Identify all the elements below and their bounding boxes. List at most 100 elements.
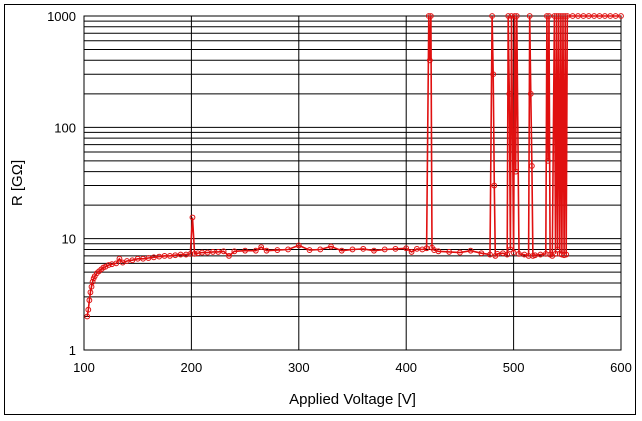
data-point <box>102 263 109 270</box>
data-point <box>113 260 120 267</box>
data-point <box>226 253 232 259</box>
data-point <box>145 255 152 261</box>
data-point <box>87 289 94 296</box>
data-point <box>478 250 485 257</box>
data-point <box>505 13 512 19</box>
data-point <box>591 13 598 19</box>
data-point <box>263 247 270 254</box>
data-point <box>507 246 514 253</box>
data-point <box>564 13 571 19</box>
data-point <box>596 13 603 19</box>
data-point <box>545 157 551 164</box>
data-point <box>381 246 388 253</box>
data-point <box>89 278 96 285</box>
y-tick-label: 1 <box>69 343 76 358</box>
data-point <box>575 13 581 19</box>
data-point <box>86 297 93 304</box>
data-point <box>134 255 141 262</box>
data-point <box>85 306 92 313</box>
data-point <box>512 168 519 175</box>
data-point <box>161 253 168 259</box>
data-point <box>543 13 550 19</box>
data-point <box>562 13 569 19</box>
data-point <box>516 250 522 257</box>
plot-area <box>83 15 622 351</box>
data-point <box>371 247 377 254</box>
y-tick-label: 1000 <box>47 9 76 24</box>
data-point <box>105 262 112 268</box>
data-point <box>487 251 493 258</box>
data-point <box>242 247 249 254</box>
data-point <box>209 249 216 255</box>
data-point <box>167 253 173 259</box>
data-point <box>285 246 291 253</box>
data-point <box>129 257 136 264</box>
y-ticks: 1 10 100 1000 <box>47 9 76 358</box>
data-point <box>513 13 520 19</box>
data-point <box>435 248 442 255</box>
y-axis-label: R [GΩ] <box>9 160 26 206</box>
grid <box>83 16 622 350</box>
x-tick-label: 500 <box>503 360 525 375</box>
data-point <box>494 250 501 257</box>
x-ticks: 100 200 300 400 500 600 <box>73 360 632 375</box>
x-tick-label: 100 <box>73 360 95 375</box>
data-point <box>528 163 535 169</box>
data-point <box>585 13 592 19</box>
data-point <box>306 247 313 253</box>
data-point <box>491 182 498 189</box>
data-point <box>612 13 619 19</box>
data-point <box>618 13 624 19</box>
data-point <box>546 13 552 19</box>
y-tick-label: 10 <box>62 232 76 247</box>
data-point <box>532 252 538 259</box>
data-point <box>360 245 367 252</box>
data-point <box>403 245 410 252</box>
data-point <box>537 251 544 258</box>
data-point <box>338 247 345 254</box>
data-point <box>526 13 533 19</box>
data-point <box>199 249 206 256</box>
data-point <box>172 252 179 259</box>
series-line <box>86 15 621 317</box>
data-point <box>414 245 420 252</box>
y-tick-label: 100 <box>54 120 76 135</box>
data-point <box>557 13 564 19</box>
data-point <box>506 90 513 97</box>
data-point <box>601 13 608 19</box>
data-point <box>392 245 399 252</box>
x-tick-label: 300 <box>288 360 310 375</box>
data-point <box>124 258 130 264</box>
data-point <box>553 13 560 19</box>
data-point <box>204 249 211 256</box>
data-point <box>140 255 146 262</box>
data-point <box>150 254 157 261</box>
data-point <box>191 250 198 257</box>
x-axis-label: Applied Voltage [V] <box>289 391 416 408</box>
data-point <box>187 250 194 257</box>
x-tick-label: 400 <box>395 360 417 375</box>
data-point <box>156 253 163 260</box>
data-point <box>490 71 497 78</box>
data-point <box>328 243 334 250</box>
data-point <box>563 251 570 258</box>
data-point <box>274 247 281 253</box>
data-point <box>560 13 566 19</box>
data-point <box>510 249 517 256</box>
data-point <box>425 13 432 19</box>
x-tick-label: 200 <box>181 360 203 375</box>
data-point <box>428 13 434 19</box>
data-point <box>457 249 463 256</box>
data-point <box>607 13 614 19</box>
data-point <box>467 247 474 254</box>
data-point <box>527 90 534 97</box>
data-point <box>580 13 587 19</box>
data-point <box>511 13 518 19</box>
data-point <box>504 251 511 258</box>
data-point <box>408 249 415 255</box>
data-point <box>220 248 227 255</box>
data-points <box>84 13 624 320</box>
x-tick-label: 600 <box>610 360 632 375</box>
data-point <box>252 247 259 254</box>
data-point <box>426 57 433 64</box>
